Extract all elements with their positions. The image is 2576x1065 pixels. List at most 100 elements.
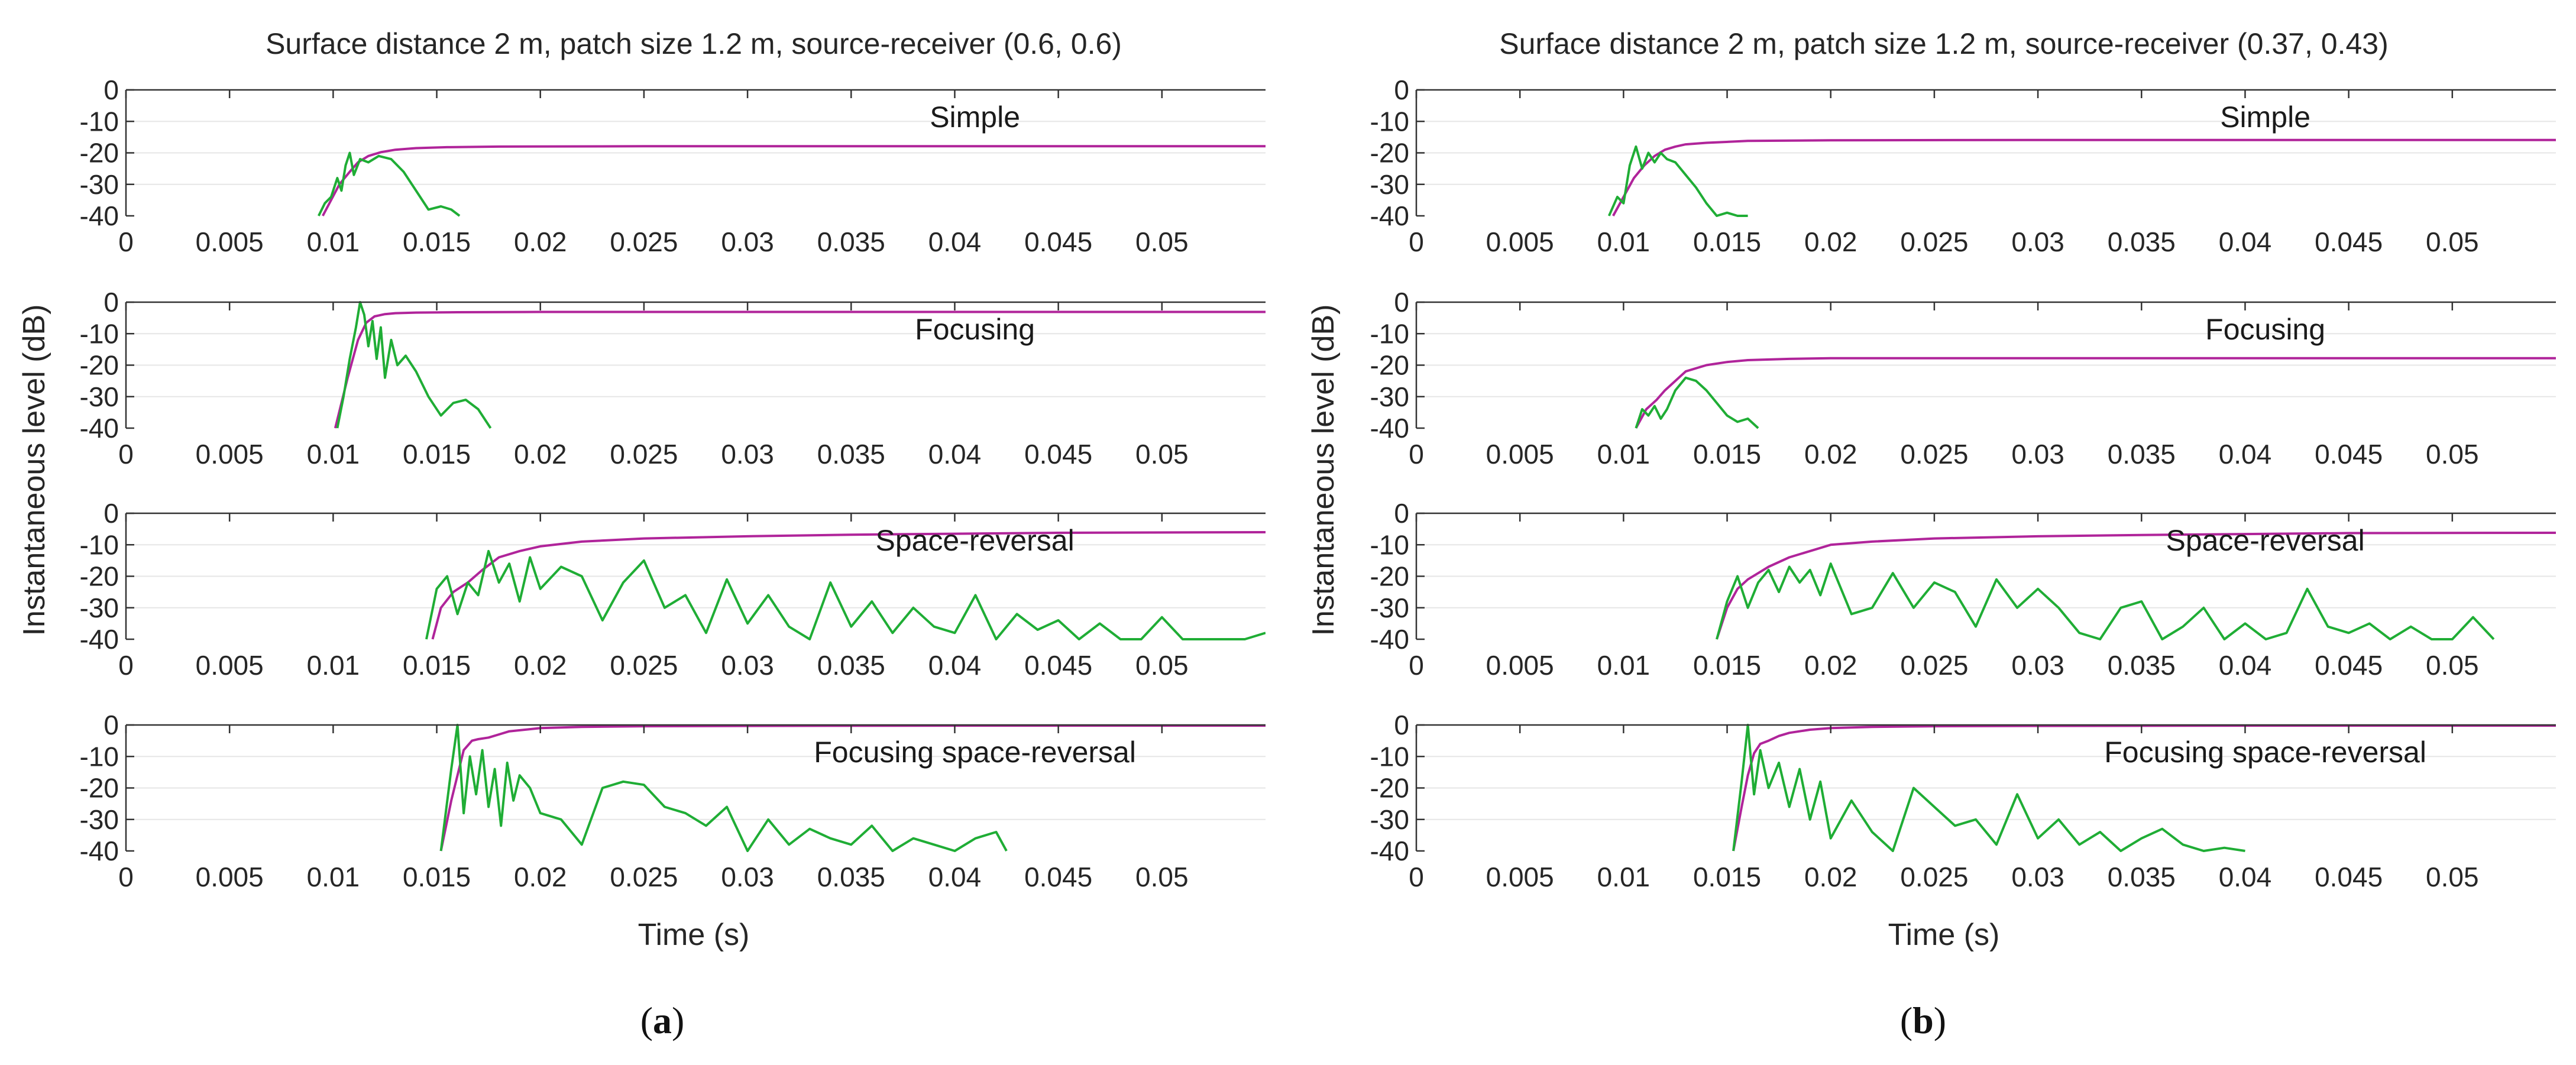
x-tick-label: 0.01 (307, 862, 360, 892)
y-tick-label: 0 (1394, 75, 1409, 105)
x-tick-label: 0.045 (2315, 226, 2383, 257)
x-tick-label: 0.045 (1024, 439, 1092, 470)
y-tick-label: -40 (80, 624, 119, 655)
x-tick-label: 0.01 (1597, 439, 1651, 470)
x-tick-label: 0.015 (403, 650, 471, 681)
x-tick-label: 0 (1409, 226, 1424, 257)
y-tick-label: 0 (103, 498, 119, 529)
y-tick-label: -20 (1370, 350, 1409, 381)
y-tick-label: -40 (1370, 413, 1409, 444)
x-tick-label: 0.025 (610, 439, 678, 470)
y-tick-label: 0 (1394, 287, 1409, 318)
y-tick-label: -20 (1370, 773, 1409, 804)
x-tick-label: 0.01 (1597, 862, 1651, 892)
y-tick-label: -30 (80, 593, 119, 623)
x-tick-label: 0.025 (1900, 862, 1968, 892)
subplot-a-4: 0-10-20-30-400 0.005 0.01 0.015 0.02 0.025 0.0… (80, 710, 1266, 892)
x-tick-label: 0.025 (610, 226, 678, 257)
x-tick-label: 0.015 (1693, 226, 1761, 257)
series-cumulative-line (322, 145, 1266, 216)
y-tick-label: -10 (80, 741, 119, 772)
series-instantaneous-line (439, 724, 1008, 852)
x-axis-label-b: Time (s) (1888, 918, 2000, 952)
x-tick-label: 0.02 (1804, 226, 1857, 257)
series-cumulative-line (1716, 532, 2556, 640)
x-tick-label: 0.04 (2219, 862, 2272, 892)
x-tick-label: 0.04 (2219, 226, 2272, 257)
y-tick-label: -20 (1370, 138, 1409, 169)
x-tick-label: 0.035 (817, 650, 885, 681)
x-tick-label: 0 (118, 226, 134, 257)
x-tick-label: 0.045 (1024, 862, 1092, 892)
x-tick-label: 0.03 (2011, 439, 2064, 470)
subplot-label: Simple (930, 101, 1020, 134)
x-tick-label: 0.05 (2426, 226, 2479, 257)
subplot-label: Space-reversal (875, 524, 1074, 557)
x-tick-label: 0.015 (403, 439, 471, 470)
y-tick-label: -40 (80, 413, 119, 444)
x-tick-label: 0 (1409, 862, 1424, 892)
subplot-b-2: 0-10-20-30-400 0.005 0.01 0.015 0.02 0.025 0.0… (1370, 287, 2556, 470)
x-tick-label: 0 (118, 862, 134, 892)
series-instantaneous-line (1716, 562, 2495, 640)
y-tick-label: -30 (80, 804, 119, 835)
x-tick-label: 0.05 (1135, 862, 1189, 892)
y-tick-label: 0 (1394, 498, 1409, 529)
x-tick-label: 0 (1409, 650, 1424, 681)
panel-a-title: Surface distance 2 m, patch size 1.2 m, … (266, 27, 1122, 60)
x-tick-label: 0.045 (2315, 862, 2383, 892)
y-tick-label: -40 (1370, 836, 1409, 866)
x-tick-label: 0.025 (1900, 650, 1968, 681)
x-tick-label: 0.05 (2426, 439, 2479, 470)
caption-a-close: ) (672, 999, 684, 1041)
x-tick-label: 0.045 (2315, 650, 2383, 681)
x-tick-label: 0.04 (2219, 439, 2272, 470)
x-tick-label: 0.035 (2108, 862, 2176, 892)
subplot-a-1: 0-10-20-30-400 0.005 0.01 0.015 0.02 0.025 0.0… (80, 75, 1266, 257)
x-tick-label: 0.03 (721, 650, 774, 681)
subplot-a-2: 0-10-20-30-400 0.005 0.01 0.015 0.02 0.025 0.0… (80, 287, 1266, 470)
y-tick-label: -40 (1370, 200, 1409, 231)
y-axis-label-b: Instantaneous level (dB) (1306, 305, 1341, 636)
subplot-label: Focusing space-reversal (2104, 736, 2426, 769)
y-tick-label: -10 (1370, 106, 1409, 137)
x-tick-label: 0.045 (1024, 226, 1092, 257)
x-tick-label: 0.02 (514, 650, 567, 681)
x-tick-label: 0.005 (1486, 226, 1554, 257)
subplots: 0-10-20-30-400 0.005 0.01 0.015 0.02 0.025 0.0… (80, 75, 2556, 892)
x-tick-label: 0.03 (721, 862, 774, 892)
series-cumulative-line (1612, 138, 2556, 216)
caption-b-letter: b (1912, 999, 1934, 1041)
x-tick-label: 0.025 (610, 650, 678, 681)
x-axis-label-a: Time (s) (638, 918, 750, 952)
y-tick-label: 0 (1394, 710, 1409, 740)
x-tick-label: 0.045 (1024, 650, 1092, 681)
x-tick-label: 0.005 (1486, 650, 1554, 681)
caption-a-letter: a (653, 999, 672, 1041)
x-tick-label: 0.03 (2011, 862, 2064, 892)
x-tick-label: 0.01 (1597, 226, 1651, 257)
x-tick-label: 0.01 (307, 650, 360, 681)
subplot-label: Space-reversal (2166, 524, 2364, 557)
subplot-label: Simple (2220, 101, 2310, 134)
series-cumulative-line (431, 531, 1266, 640)
y-axis-label-a: Instantaneous level (dB) (17, 305, 51, 636)
y-tick-label: -10 (1370, 318, 1409, 349)
x-tick-label: 0.025 (610, 862, 678, 892)
x-tick-label: 0.005 (196, 439, 264, 470)
y-tick-label: -30 (80, 381, 119, 412)
x-tick-label: 0.03 (721, 439, 774, 470)
x-tick-label: 0.01 (307, 226, 360, 257)
y-tick-label: -10 (80, 529, 119, 560)
x-tick-label: 0.035 (2108, 650, 2176, 681)
y-tick-label: 0 (103, 75, 119, 105)
subplot-label: Focusing space-reversal (814, 736, 1136, 769)
x-tick-label: 0.01 (307, 439, 360, 470)
y-tick-label: -30 (80, 169, 119, 200)
y-tick-label: 0 (103, 710, 119, 740)
series-instantaneous-line (336, 301, 492, 429)
x-tick-label: 0.005 (1486, 439, 1554, 470)
series-instantaneous-line (318, 151, 461, 217)
y-tick-label: -20 (1370, 561, 1409, 592)
y-tick-label: 0 (103, 287, 119, 318)
